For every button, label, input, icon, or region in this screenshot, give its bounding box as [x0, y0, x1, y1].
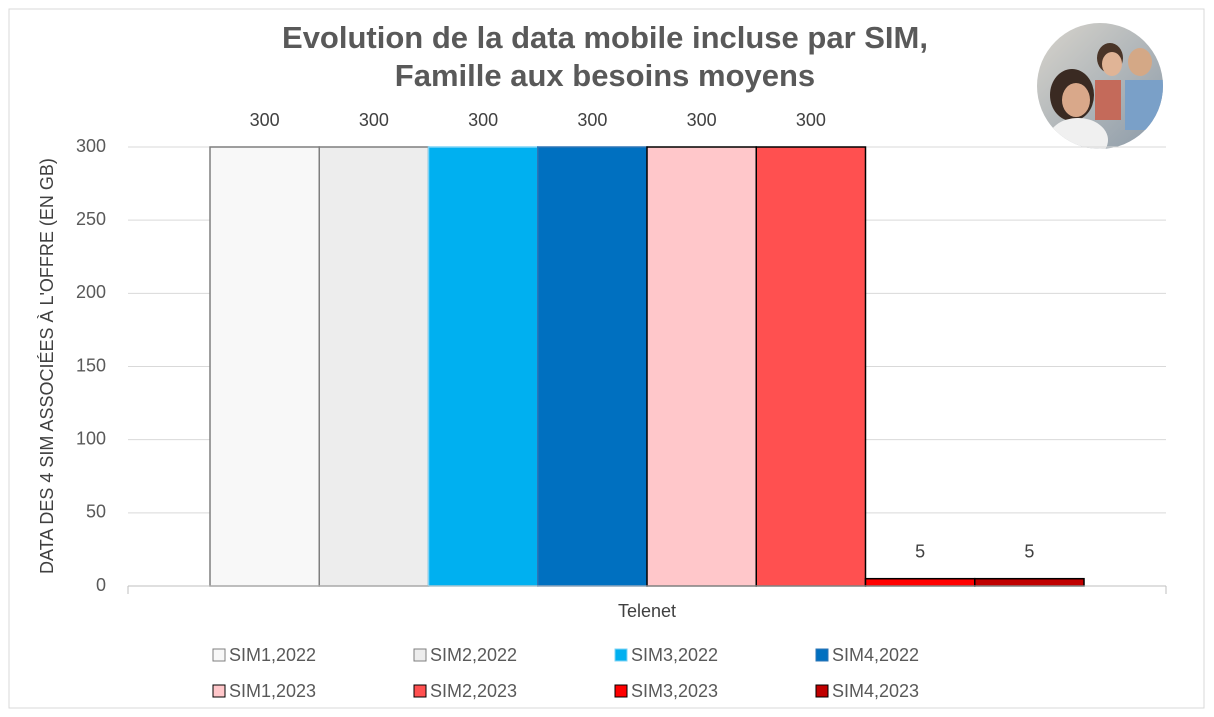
data-label: 300 — [468, 110, 498, 130]
data-label: 300 — [359, 110, 389, 130]
data-label: 300 — [796, 110, 826, 130]
legend-swatch — [615, 649, 627, 661]
data-label: 5 — [915, 541, 925, 561]
bar — [210, 147, 319, 586]
legend-swatch — [816, 649, 828, 661]
legend-swatch — [414, 649, 426, 661]
data-label: 300 — [687, 110, 717, 130]
legend-label: SIM2,2023 — [430, 681, 517, 701]
y-tick-label: 50 — [86, 502, 106, 522]
y-tick-label: 100 — [76, 428, 106, 448]
y-tick-label: 0 — [96, 575, 106, 595]
legend-label: SIM3,2022 — [631, 645, 718, 665]
data-label: 300 — [250, 110, 280, 130]
legend-label: SIM4,2022 — [832, 645, 919, 665]
legend-swatch — [213, 649, 225, 661]
chart-title: Famille aux besoins moyens — [395, 58, 815, 93]
legend-label: SIM1,2022 — [229, 645, 316, 665]
y-tick-label: 250 — [76, 209, 106, 229]
y-tick-label: 150 — [76, 355, 106, 375]
x-tick-label: Telenet — [618, 601, 676, 621]
legend-label: SIM4,2023 — [832, 681, 919, 701]
page: {"chart_data": {"type": "bar", "title": … — [0, 0, 1214, 717]
chart: Evolution de la data mobile incluse par … — [0, 0, 1214, 717]
y-tick-label: 300 — [76, 136, 106, 156]
y-axis-title: DATA DES 4 SIM ASSOCIÉES À L'OFFRE (EN G… — [37, 158, 57, 574]
bar — [538, 147, 647, 586]
chart-title: Evolution de la data mobile incluse par … — [282, 20, 928, 55]
bar — [975, 579, 1084, 586]
data-label: 300 — [577, 110, 607, 130]
legend-swatch — [615, 685, 627, 697]
data-label: 5 — [1024, 541, 1034, 561]
bar — [319, 147, 428, 586]
legend-label: SIM3,2023 — [631, 681, 718, 701]
legend-label: SIM2,2022 — [430, 645, 517, 665]
bar — [865, 579, 974, 586]
legend-label: SIM1,2023 — [229, 681, 316, 701]
bar — [756, 147, 865, 586]
bar — [647, 147, 756, 586]
legend-swatch — [816, 685, 828, 697]
bar — [429, 147, 538, 586]
y-tick-label: 200 — [76, 282, 106, 302]
legend-swatch — [414, 685, 426, 697]
legend-swatch — [213, 685, 225, 697]
